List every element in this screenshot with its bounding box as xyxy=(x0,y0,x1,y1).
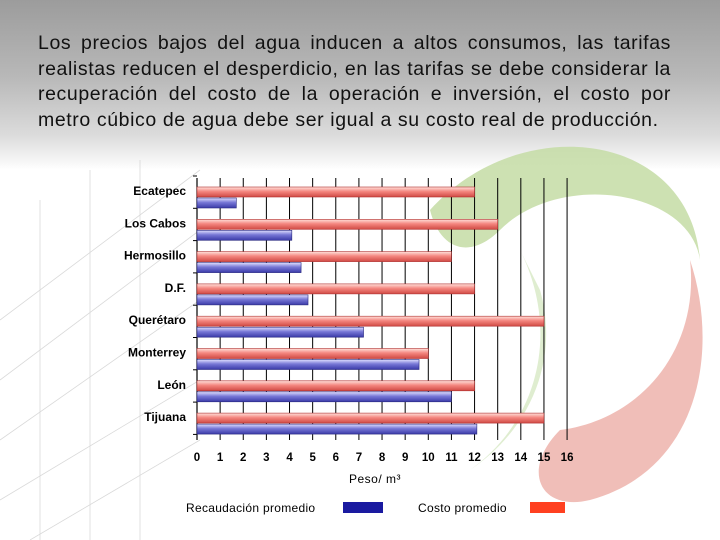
x-tick-label: 5 xyxy=(309,452,316,464)
category-label: Ecatepec xyxy=(133,184,186,198)
category-label: Querétaro xyxy=(129,313,186,327)
x-tick-label: 3 xyxy=(263,452,269,464)
x-tick-label: 9 xyxy=(402,452,408,464)
legend-swatch-recaudacion xyxy=(343,502,383,513)
x-tick-label: 15 xyxy=(538,452,551,464)
category-label: Monterrey xyxy=(128,346,186,360)
bar-costo-promedio xyxy=(196,283,475,295)
body-text: Los precios bajos del agua inducen a alt… xyxy=(38,32,671,131)
x-tick-label: 4 xyxy=(286,452,293,464)
bar-costo-promedio xyxy=(196,219,498,230)
bar-recaudacion-promedio xyxy=(196,391,452,403)
bar-recaudacion-promedio xyxy=(196,197,237,209)
bar-recaudacion-promedio xyxy=(196,294,309,306)
category-label: León xyxy=(157,378,186,392)
category-label: Tijuana xyxy=(144,410,186,424)
x-axis-title: Peso/ m³ xyxy=(349,472,401,486)
category-label: D.F. xyxy=(165,281,186,295)
bar-recaudacion-promedio xyxy=(196,326,364,338)
bar-costo-promedio xyxy=(196,380,475,392)
x-tick-label: 7 xyxy=(356,452,362,464)
x-tick-label: 0 xyxy=(194,452,200,464)
legend-label-costo: Costo promedio xyxy=(418,501,507,515)
legend-swatch-costo xyxy=(530,502,565,513)
header-band xyxy=(0,0,720,170)
x-tick-label: 10 xyxy=(422,452,435,464)
x-tick-label: 6 xyxy=(333,452,339,464)
bar-recaudacion-promedio xyxy=(196,230,293,241)
bar-recaudacion-promedio xyxy=(196,423,478,435)
bar-recaudacion-promedio xyxy=(196,262,302,273)
bar-costo-promedio xyxy=(196,412,545,424)
bar-costo-promedio xyxy=(196,186,475,198)
x-tick-label: 2 xyxy=(240,452,246,464)
x-tick-label: 8 xyxy=(379,452,386,464)
legend-label-recaudacion: Recaudación promedio xyxy=(186,501,315,515)
category-label: Hermosillo xyxy=(124,249,186,263)
x-tick-label: 1 xyxy=(217,452,224,464)
x-tick-label: 12 xyxy=(468,452,481,464)
x-tick-label: 11 xyxy=(445,452,458,464)
bar-costo-promedio xyxy=(196,315,545,327)
x-tick-label: 14 xyxy=(514,452,527,464)
x-tick-label: 13 xyxy=(491,452,504,464)
bar-costo-promedio xyxy=(196,251,452,262)
bar-recaudacion-promedio xyxy=(196,359,420,370)
category-label: Los Cabos xyxy=(125,216,187,230)
x-tick-label: 16 xyxy=(561,452,574,464)
bar-costo-promedio xyxy=(196,348,429,359)
